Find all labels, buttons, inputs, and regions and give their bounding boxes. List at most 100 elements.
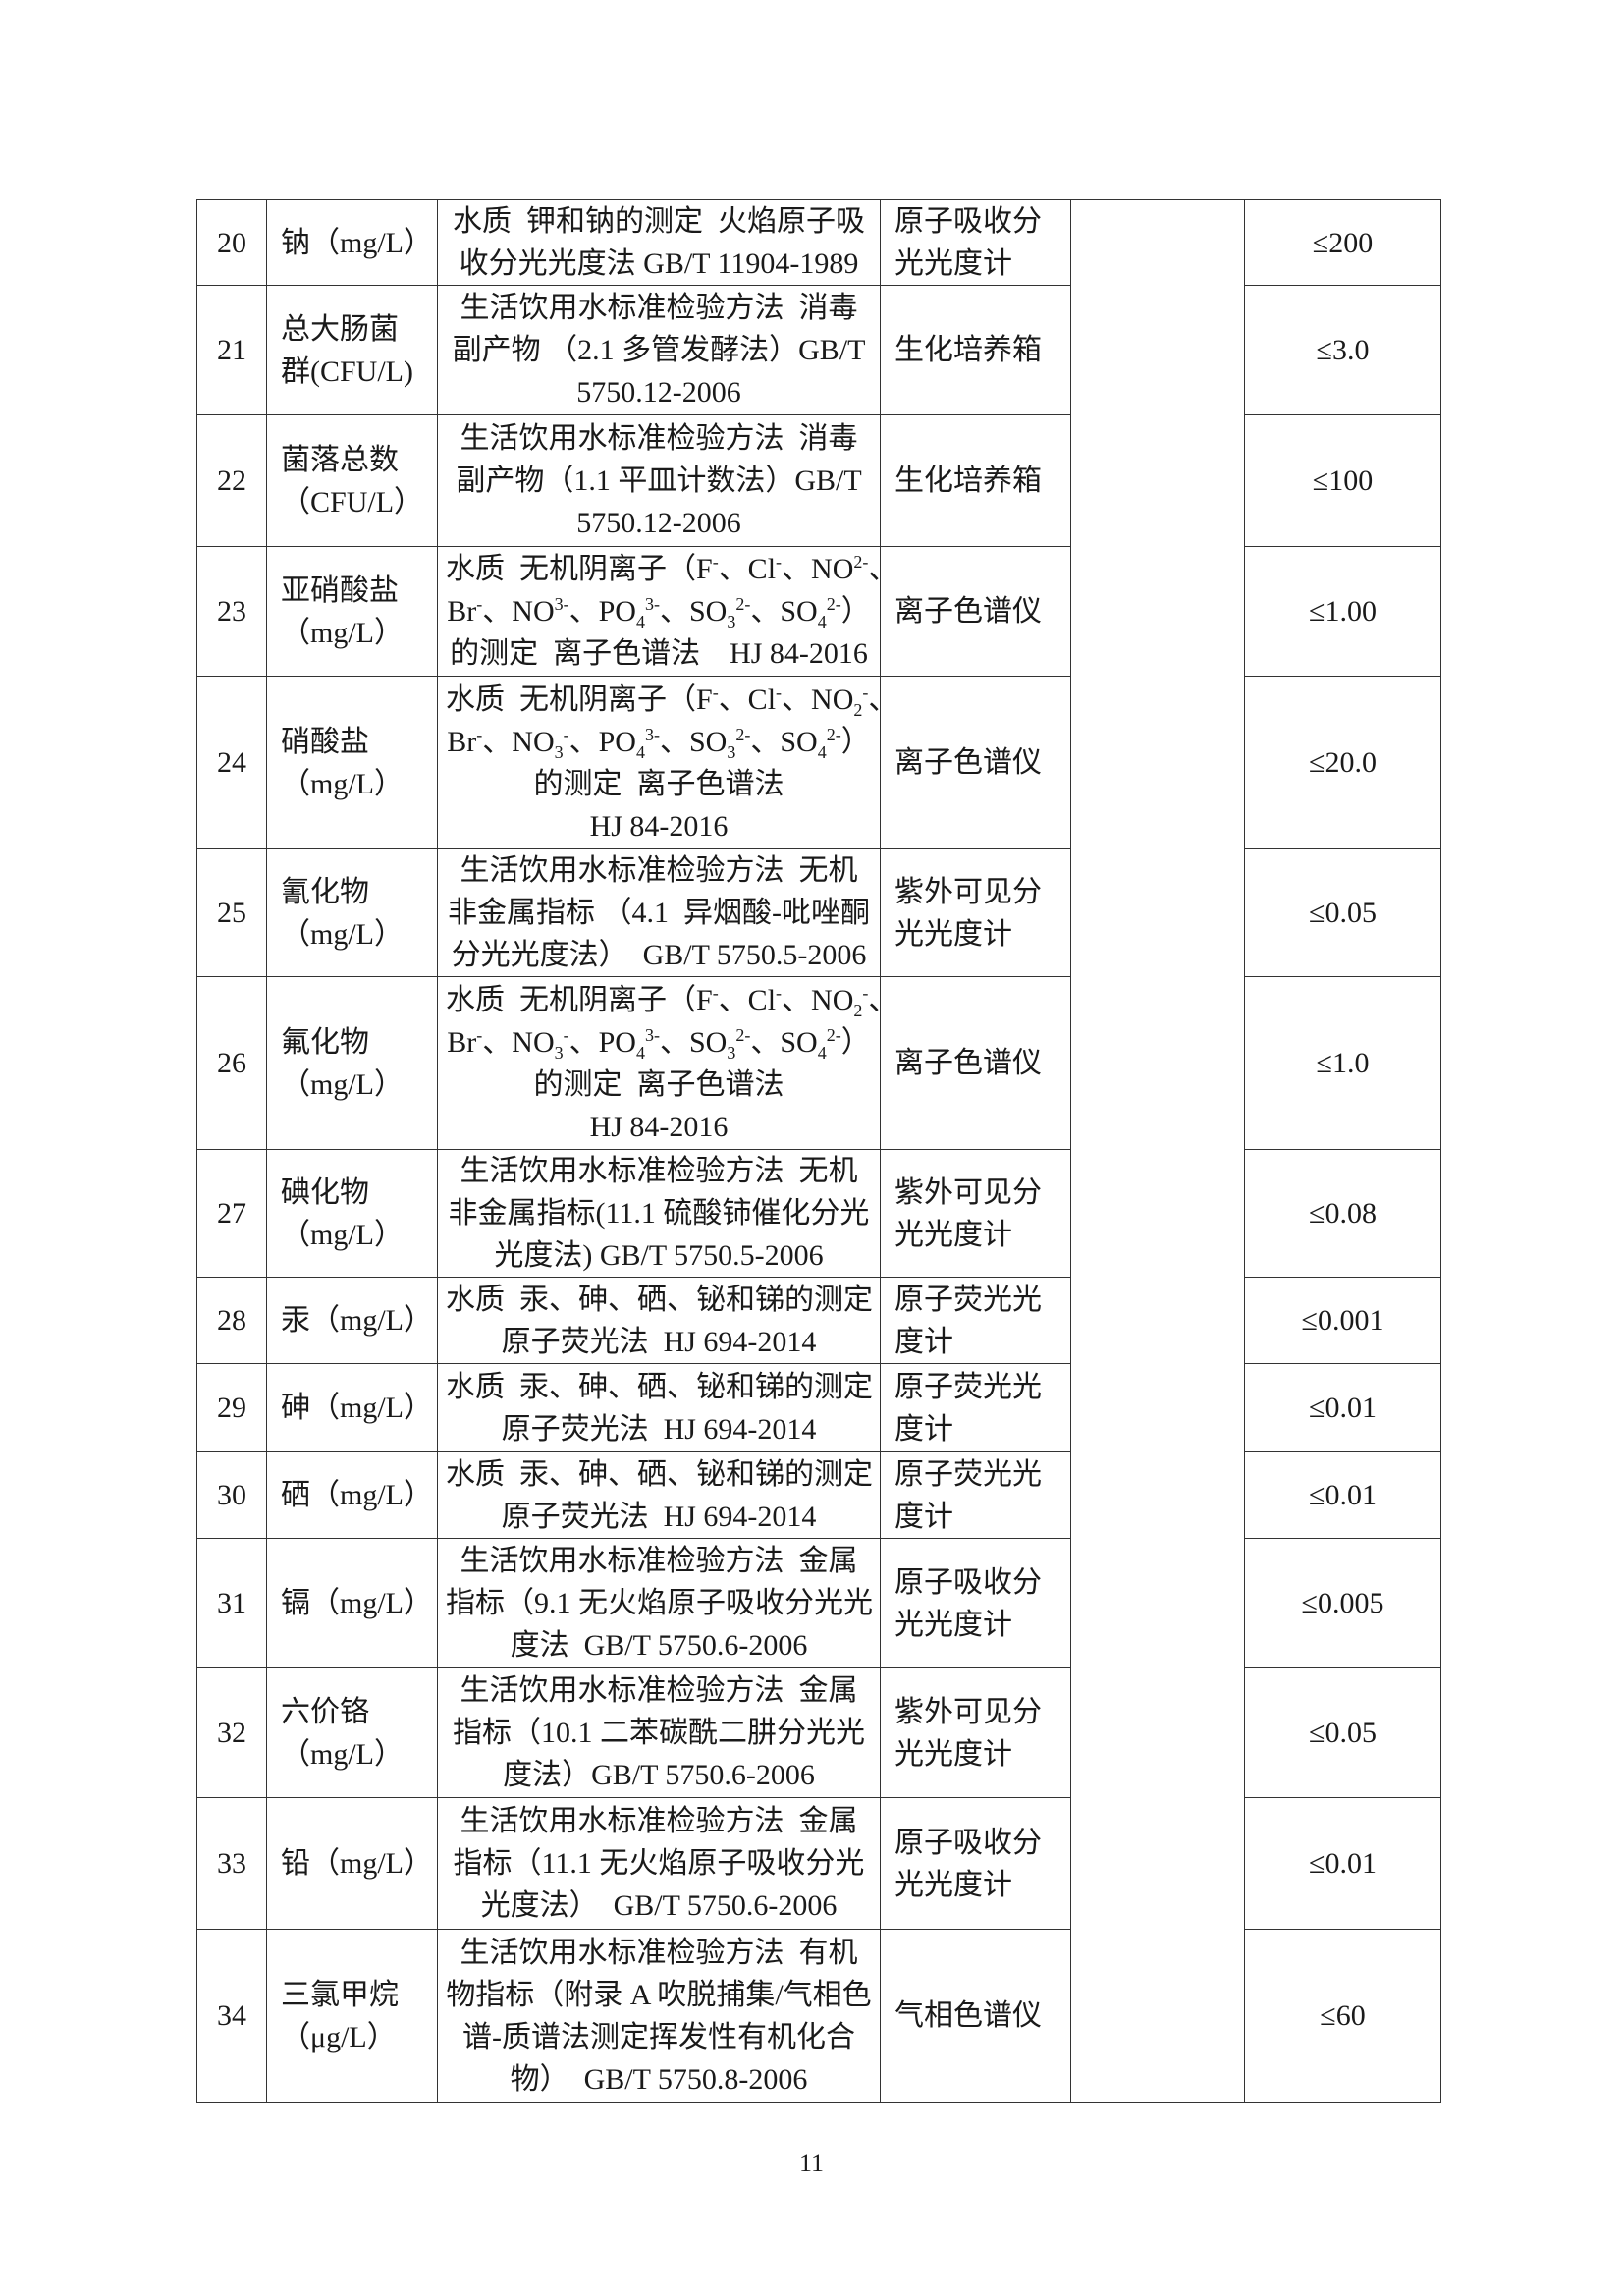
instrument-line: 离子色谱仪 <box>894 595 1042 628</box>
instrument: 离子色谱仪 <box>880 976 1071 1150</box>
limit-value: ≤0.05 <box>1244 848 1441 977</box>
item-name-line: 菌落总数 <box>281 443 399 476</box>
item-number: 23 <box>196 546 267 677</box>
item-name: 钠（mg/L） <box>266 199 438 286</box>
limit-value: ≤1.00 <box>1244 546 1441 677</box>
test-method-line: 指标（11.1 无火焰原子吸收分光 <box>453 1847 865 1880</box>
instrument-line: 离子色谱仪 <box>894 746 1042 779</box>
test-method: 生活饮用水标准检验方法 消毒 副产物 （2.1 多管发酵法）GB/T 5750.12… <box>437 285 881 415</box>
item-name: 三氯甲烷 （μg/L） <box>266 1929 438 2103</box>
test-method-line: 5750.12-2006 <box>576 376 741 409</box>
instrument-line: 度计 <box>894 1325 953 1358</box>
limit-value: ≤3.0 <box>1244 285 1441 415</box>
table-row: 23 亚硝酸盐 （mg/L） 水质 无机阴离子（F-、Cl-、NO2-、 Br-、NO3… <box>196 546 1441 677</box>
item-name-line: （mg/L） <box>281 917 404 951</box>
item-name-line: （mg/L） <box>281 767 404 800</box>
test-method-line: 光度法） GB/T 5750.6-2006 <box>480 1889 838 1922</box>
test-method: 水质 汞、砷、硒、铋和锑的测定 原子荧光法 HJ 694-2014 <box>437 1451 881 1539</box>
instrument-line: 光光度计 <box>894 1737 1012 1771</box>
test-method: 水质 汞、砷、硒、铋和锑的测定 原子荧光法 HJ 694-2014 <box>437 1277 881 1364</box>
item-name-line: 三氯甲烷 <box>281 1978 399 2011</box>
instrument-line: 原子荧光光 <box>894 1457 1042 1491</box>
item-name-line: 砷（mg/L） <box>281 1392 433 1424</box>
limit-value: ≤0.01 <box>1244 1451 1441 1539</box>
instrument-line: 光光度计 <box>894 247 1012 280</box>
instrument: 紫外可见分 光光度计 <box>880 1149 1071 1278</box>
test-method-line: 指标（10.1 二苯碳酰二肼分光光 <box>453 1717 865 1749</box>
test-method: 生活饮用水标准检验方法 金属 指标（11.1 无火焰原子吸收分光 光度法） GB/T… <box>437 1797 881 1930</box>
instrument: 生化培养箱 <box>880 414 1071 547</box>
test-method-line: 谱-质谱法测定挥发性有机化合 <box>462 2020 855 2053</box>
instrument-line: 原子吸收分 <box>894 1826 1042 1859</box>
item-name-line: （mg/L） <box>281 1737 404 1771</box>
test-method-line: 生活饮用水标准检验方法 有机 <box>460 1936 858 1969</box>
test-method: 水质 无机阴离子（F-、Cl-、NO2-、 Br-、NO3-、PO43-、SO32… <box>437 976 881 1150</box>
water-quality-test-table: 20 钠（mg/L） 水质 钾和钠的测定 火焰原子吸 收分光光度法 GB/T 1190… <box>196 199 1441 2103</box>
item-number: 29 <box>196 1363 267 1452</box>
instrument: 离子色谱仪 <box>880 676 1071 849</box>
item-name-line: 亚硝酸盐 <box>281 574 399 607</box>
item-name-line: 镉（mg/L） <box>281 1587 433 1619</box>
test-method-line: 生活饮用水标准检验方法 消毒 <box>460 292 858 324</box>
instrument: 紫外可见分 光光度计 <box>880 848 1071 977</box>
test-method: 生活饮用水标准检验方法 无机 非金属指标 （4.1 异烟酸-吡唑酮 分光光度法） G… <box>437 848 881 977</box>
test-method-line: 水质 无机阴离子（F-、Cl-、NO2-、 <box>446 552 880 585</box>
test-method-line: 副产物 （2.1 多管发酵法）GB/T <box>452 334 866 366</box>
item-name-line: 氟化物 <box>281 1025 369 1059</box>
instrument-line: 光光度计 <box>894 1608 1012 1641</box>
table-row: 30 硒（mg/L） 水质 汞、砷、硒、铋和锑的测定 原子荧光法 HJ 694-201… <box>196 1451 1441 1539</box>
instrument: 气相色谱仪 <box>880 1929 1071 2103</box>
item-name-line: 硝酸盐 <box>281 725 369 758</box>
instrument-line: 原子荧光光 <box>894 1283 1042 1316</box>
item-name: 硝酸盐 （mg/L） <box>266 676 438 849</box>
test-method-line: 的测定 离子色谱法 <box>533 767 784 800</box>
test-method-line: 收分光光度法 GB/T 11904-1989 <box>459 247 859 280</box>
item-number: 33 <box>196 1797 267 1930</box>
item-number: 28 <box>196 1277 267 1364</box>
item-number: 24 <box>196 676 267 849</box>
test-method-line: 光度法) GB/T 5750.5-2006 <box>494 1239 824 1272</box>
test-method-line: HJ 84-2016 <box>589 809 729 843</box>
instrument-line: 生化培养箱 <box>894 334 1042 366</box>
table-row: 26 氟化物 （mg/L） 水质 无机阴离子（F-、Cl-、NO2-、 Br-、NO3-… <box>196 976 1441 1150</box>
table-row: 24 硝酸盐 （mg/L） 水质 无机阴离子（F-、Cl-、NO2-、 Br-、NO3-… <box>196 676 1441 849</box>
item-name: 汞（mg/L） <box>266 1277 438 1364</box>
test-method-line: 物） GB/T 5750.8-2006 <box>510 2062 808 2096</box>
item-number: 25 <box>196 848 267 977</box>
test-method-line: 生活饮用水标准检验方法 无机 <box>460 854 858 887</box>
table-row: 25 氰化物 （mg/L） 生活饮用水标准检验方法 无机 非金属指标 （4.1 异烟酸-… <box>196 848 1441 977</box>
test-method-line: 非金属指标 （4.1 异烟酸-吡唑酮 <box>448 897 870 929</box>
limit-value: ≤0.08 <box>1244 1149 1441 1278</box>
table-row: 22 菌落总数 （CFU/L） 生活饮用水标准检验方法 消毒 副产物（1.1 平皿计数法… <box>196 414 1441 547</box>
item-name-line: 汞（mg/L） <box>281 1304 433 1337</box>
item-name: 硒（mg/L） <box>266 1451 438 1539</box>
item-name: 氰化物 （mg/L） <box>266 848 438 977</box>
item-name: 六价铬 （mg/L） <box>266 1667 438 1798</box>
instrument: 原子吸收分 光光度计 <box>880 199 1071 286</box>
test-method-line: 水质 无机阴离子（F-、Cl-、NO2-、 <box>446 982 880 1020</box>
instrument-line: 紫外可见分 <box>894 1175 1042 1209</box>
test-method: 生活饮用水标准检验方法 无机 非金属指标(11.1 硫酸铈催化分光 光度法) GB/… <box>437 1149 881 1278</box>
item-name: 菌落总数 （CFU/L） <box>266 414 438 547</box>
test-method-line: 生活饮用水标准检验方法 金属 <box>460 1805 858 1837</box>
test-method: 水质 汞、砷、硒、铋和锑的测定 原子荧光法 HJ 694-2014 <box>437 1363 881 1452</box>
item-name: 镉（mg/L） <box>266 1538 438 1668</box>
instrument: 原子荧光光 度计 <box>880 1363 1071 1452</box>
instrument-line: 光光度计 <box>894 1218 1012 1251</box>
test-method-line: 5750.12-2006 <box>576 507 741 539</box>
instrument: 原子荧光光 度计 <box>880 1451 1071 1539</box>
instrument-line: 度计 <box>894 1500 953 1533</box>
item-name-line: 总大肠菌 <box>281 312 399 346</box>
limit-value: ≤0.001 <box>1244 1277 1441 1364</box>
item-number: 30 <box>196 1451 267 1539</box>
instrument-line: 紫外可见分 <box>894 1695 1042 1728</box>
instrument-line: 离子色谱仪 <box>894 1047 1042 1079</box>
item-name-line: （mg/L） <box>281 616 404 649</box>
item-name: 砷（mg/L） <box>266 1363 438 1452</box>
item-name-line: 铅（mg/L） <box>281 1847 433 1880</box>
table-row: 20 钠（mg/L） 水质 钾和钠的测定 火焰原子吸 收分光光度法 GB/T 1190… <box>196 199 1441 2103</box>
test-method-line: Br-、NO3-、PO43-、SO32-、SO42-） <box>447 1024 871 1063</box>
test-method-line: 生活饮用水标准检验方法 金属 <box>460 1674 858 1707</box>
test-method-line: 度法 GB/T 5750.6-2006 <box>510 1629 808 1662</box>
item-number: 34 <box>196 1929 267 2103</box>
